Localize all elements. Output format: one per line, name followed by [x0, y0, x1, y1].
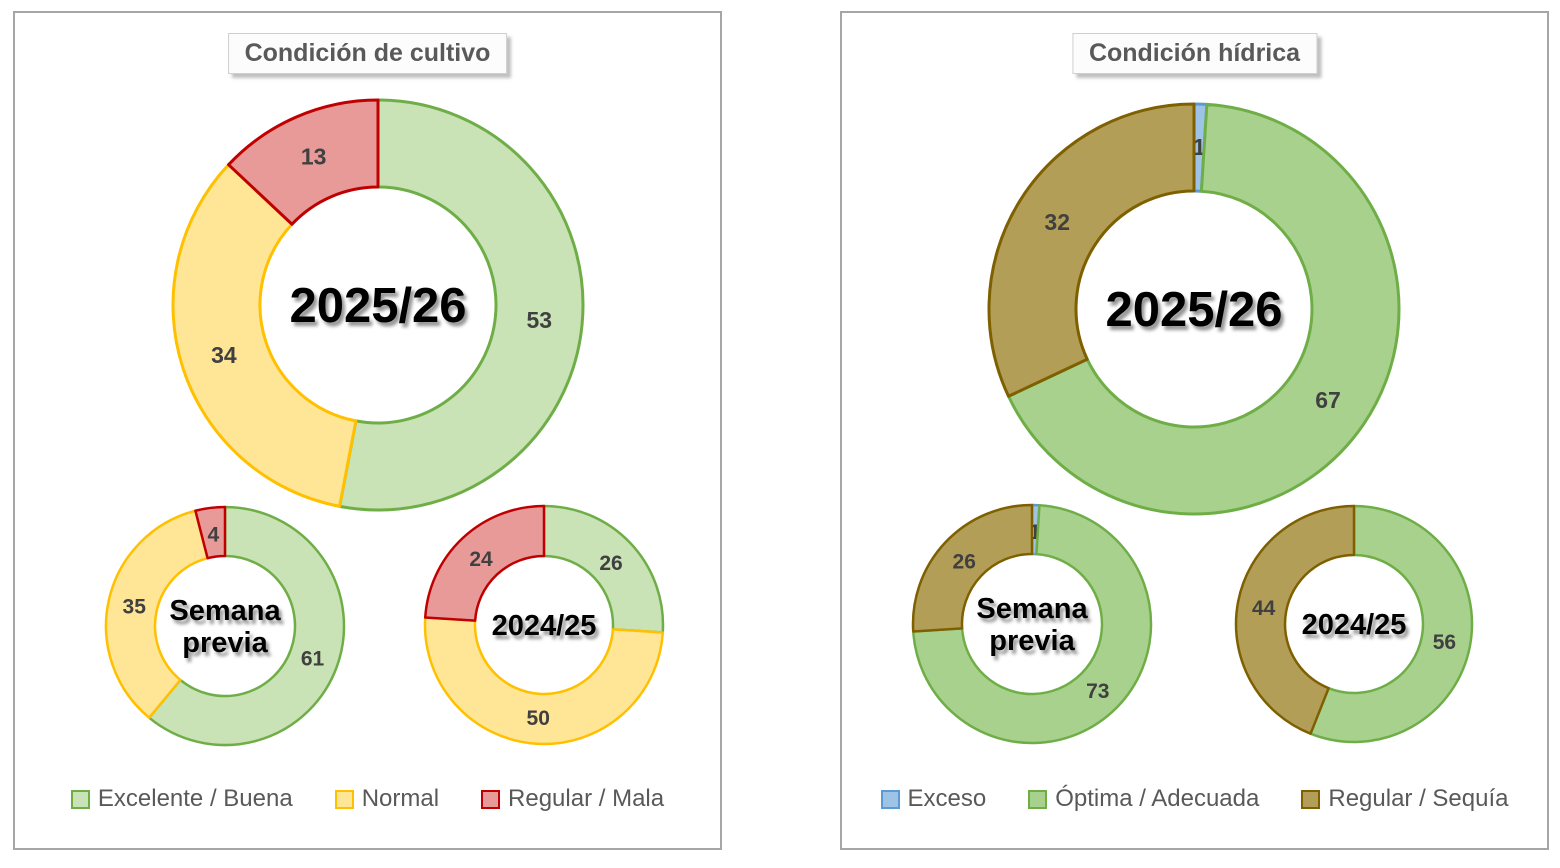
donut-segment — [987, 102, 1196, 398]
legend-swatch-normal — [334, 789, 354, 809]
value-label: 24 — [469, 548, 493, 571]
donut-segment — [1007, 102, 1401, 516]
value-label: 44 — [1252, 597, 1276, 620]
legend-label: Regular / Mala — [508, 785, 665, 812]
donut-semana-previa: 61 35 4 Semana previa — [104, 505, 346, 747]
donut-segment — [423, 504, 546, 622]
donut-2024-25: 56 44 2024/25 — [1234, 504, 1474, 744]
value-label: 26 — [953, 550, 976, 573]
donut-center-label: 2024/25 — [1302, 609, 1407, 641]
legend-item: Exceso — [880, 785, 987, 813]
donut-segment — [227, 98, 380, 226]
donut-segment — [171, 163, 358, 508]
donut-segment — [1234, 504, 1356, 735]
legend-cultivo: Excelente / Buena Normal Regular / Mala — [15, 785, 720, 813]
value-label: 35 — [123, 596, 147, 619]
legend-item: Regular / Sequía — [1301, 785, 1508, 813]
legend-label: Óptima / Adecuada — [1055, 785, 1260, 812]
value-label: 50 — [527, 707, 550, 730]
donut-segment — [1309, 504, 1474, 744]
donut-center-label: Semana previa — [169, 595, 281, 659]
value-label: 67 — [1315, 387, 1341, 413]
chart-title-hidrica: Condición hídrica — [1071, 33, 1318, 74]
value-label: 61 — [301, 648, 325, 671]
value-label: 56 — [1433, 631, 1456, 654]
legend-swatch-exceso — [880, 789, 900, 809]
legend-label: Normal — [361, 785, 440, 812]
legend-label: Regular / Sequía — [1328, 785, 1509, 812]
donut-segment — [423, 616, 665, 746]
legend-label: Exceso — [907, 785, 987, 812]
value-label: 26 — [599, 552, 622, 575]
value-label: 32 — [1044, 209, 1070, 235]
chart-title-cultivo: Condición de cultivo — [227, 33, 508, 74]
value-label: 73 — [1086, 680, 1109, 703]
donut-2024-25: 26 50 24 2024/25 — [423, 504, 665, 746]
value-label: 4 — [208, 524, 220, 547]
donut-segment — [542, 504, 665, 634]
donut-segment — [338, 98, 585, 512]
donut-center-label: 2025/26 — [1105, 283, 1282, 337]
donut-segment — [911, 503, 1034, 633]
legend-swatch-regular-mala — [481, 789, 501, 809]
legend-item: Regular / Mala — [481, 785, 664, 813]
donut-center-label: 2025/26 — [289, 279, 466, 333]
donut-center-label: 2024/25 — [492, 610, 597, 642]
value-label: 13 — [301, 143, 327, 169]
panel-condicion-cultivo: Condición de cultivo 53 34 13 2025/26 61 35 4… — [13, 11, 722, 850]
value-label: 34 — [211, 342, 237, 368]
legend-hidrica: Exceso Óptima / Adecuada Regular / Sequí… — [842, 785, 1547, 813]
panel-condicion-hidrica: Condición hídrica 1 67 32 2025/26 1 73 26 Sema… — [840, 11, 1549, 850]
legend-label: Excelente / Buena — [97, 785, 293, 812]
legend-item: Excelente / Buena — [70, 785, 293, 813]
donut-segment — [911, 503, 1153, 745]
donut-center-label: Semana previa — [976, 593, 1088, 657]
legend-item: Óptima / Adecuada — [1028, 785, 1259, 813]
legend-swatch-excelente-buena — [70, 789, 90, 809]
legend-item: Normal — [334, 785, 440, 813]
legend-swatch-regular-sequia — [1301, 789, 1321, 809]
donut-chart-canvas-cultivo: 53 34 13 2025/26 61 35 4 Semana previa 26 50 24 20… — [104, 98, 665, 747]
donut-segment — [147, 505, 346, 747]
donut-segment — [104, 509, 209, 719]
donut-main-2025-26: 53 34 13 2025/26 — [171, 98, 585, 512]
legend-swatch-optima-adecuada — [1028, 789, 1048, 809]
donut-segment — [194, 505, 227, 560]
value-label: 53 — [526, 307, 552, 333]
